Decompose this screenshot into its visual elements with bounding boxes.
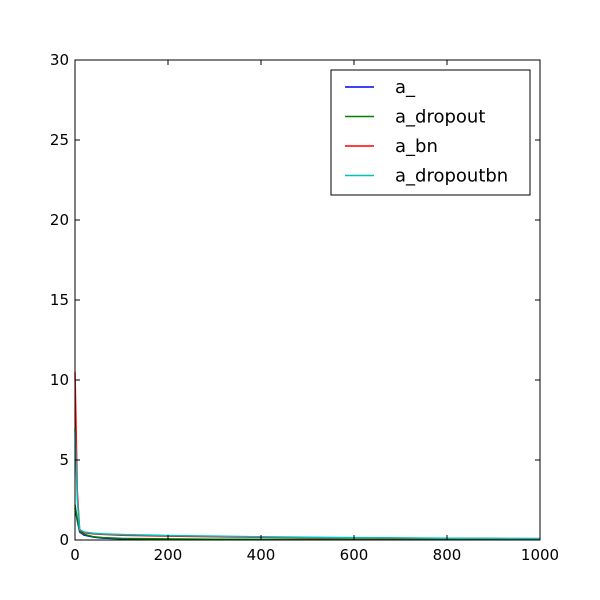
y-tick-label: 10: [50, 371, 69, 389]
y-tick-label: 0: [59, 531, 69, 549]
legend: a_ a_dropout a_bn a_dropoutbn: [330, 69, 531, 196]
legend-label-a-dropoutbn: a_dropoutbn: [395, 166, 508, 187]
legend-label-a-: a_: [395, 77, 416, 98]
y-tick-label: 5: [59, 451, 69, 469]
x-tick-label: 600: [340, 546, 369, 564]
legend-frame: [330, 69, 531, 196]
x-tick-label: 1000: [521, 546, 559, 564]
legend-label-a-bn: a_bn: [395, 136, 438, 157]
legend-label-a-dropout: a_dropout: [395, 107, 485, 128]
ticks-layer: 0 200 400 600 800 1000 0 5 10 15 20 25 30: [50, 51, 559, 564]
x-tick-label: 0: [70, 546, 80, 564]
x-tick-label: 800: [433, 546, 462, 564]
y-tick-label: 20: [50, 211, 69, 229]
series-line-a-dropoutbn: [74, 427, 541, 540]
y-tick-label: 15: [50, 291, 69, 309]
y-tick-label: 30: [50, 51, 69, 69]
y-tick-label: 25: [50, 131, 69, 149]
x-tick-label: 200: [154, 546, 183, 564]
x-tick-label: 400: [247, 546, 276, 564]
